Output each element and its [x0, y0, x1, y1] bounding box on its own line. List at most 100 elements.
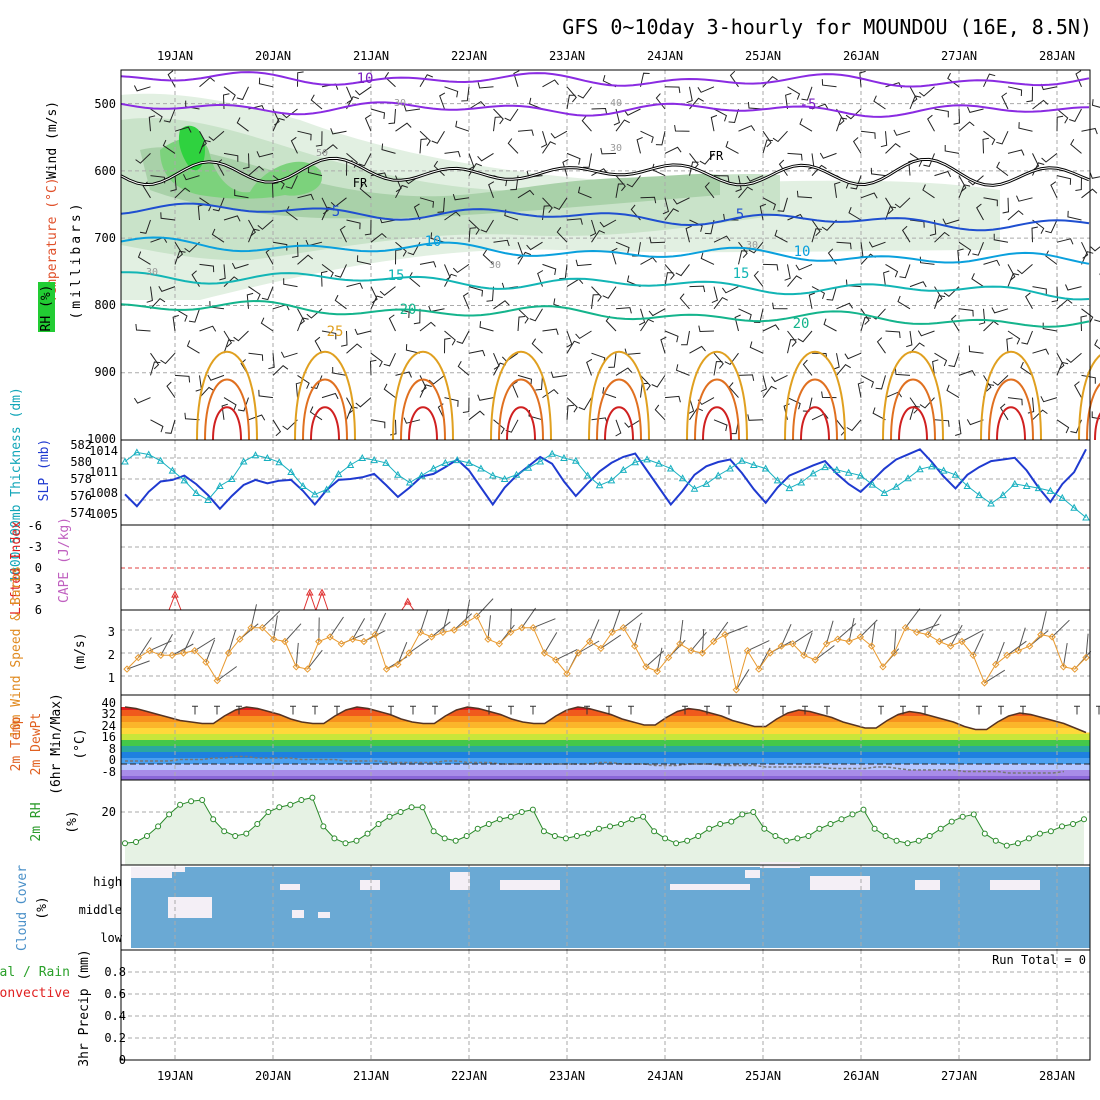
wind10m-barb	[374, 612, 387, 635]
temp-tick: 40	[102, 696, 116, 710]
wind-barb	[468, 153, 475, 171]
wind-barb	[1090, 246, 1100, 252]
wind10m-speed-point	[394, 660, 402, 669]
wind-barb	[738, 374, 755, 381]
wind-barb	[772, 130, 788, 143]
rh2m-point	[155, 823, 162, 830]
wind-barb	[976, 203, 984, 221]
wind10m-barb	[397, 642, 408, 665]
wind10m-barb	[160, 634, 173, 656]
top-date-label: 22JAN	[451, 49, 487, 63]
wind-barb	[1040, 396, 1058, 403]
wind-barb	[248, 165, 265, 176]
wind-barb	[787, 330, 797, 347]
cloud-gap	[810, 876, 870, 890]
rh-shade-50	[121, 118, 780, 261]
wind10m-speed-point	[134, 653, 142, 662]
wind-barb	[517, 316, 526, 332]
wind-barb	[909, 95, 922, 110]
minmax-bar	[900, 705, 906, 715]
rh-axis-label: RH (%)	[39, 285, 54, 332]
temp-band	[121, 728, 1090, 734]
slp-point	[382, 458, 390, 466]
wind-barb	[535, 375, 543, 391]
minmax-bar	[312, 705, 318, 715]
wind-barb	[1094, 319, 1100, 322]
slp-point	[714, 471, 723, 479]
isotherm-label: 5	[332, 204, 340, 220]
wind-barb	[444, 337, 451, 354]
rh-contour-label: 50	[316, 148, 328, 159]
rh-shade-90	[178, 125, 205, 171]
wind10m-speed-point	[811, 656, 819, 664]
cape-axis-label: CAPE (J/kg)	[57, 517, 72, 603]
wind-barb	[821, 219, 837, 231]
wind-barb	[1007, 397, 1023, 406]
minmax-bar	[922, 705, 928, 715]
top-date-label: 23JAN	[549, 49, 585, 63]
wind-barb	[243, 153, 250, 170]
wind-barb	[162, 139, 176, 154]
thickness-tick: 576	[70, 489, 92, 503]
rh2m-point	[904, 840, 911, 847]
wind-barb	[1075, 70, 1082, 87]
wind-barb	[978, 308, 986, 325]
wind10m-speed-point	[709, 637, 718, 646]
wind-barb	[636, 136, 643, 154]
wind-barb	[381, 143, 396, 154]
wind10m-speed-point	[653, 667, 661, 676]
surface-isotherm-arch	[506, 406, 536, 441]
wind-barb	[354, 328, 372, 335]
rh2m-point	[496, 816, 503, 823]
rh2m-point	[441, 835, 448, 842]
slp-point	[655, 459, 663, 467]
li-tick: -6	[28, 519, 42, 533]
surface-isotherm-arch	[890, 378, 936, 441]
wind-barb	[772, 302, 788, 310]
wind-barb	[493, 108, 504, 125]
wind-barb	[713, 296, 728, 310]
wind-barb	[589, 219, 597, 237]
wind10m-barb	[453, 613, 473, 631]
bottom-date-label: 27JAN	[941, 1069, 977, 1083]
wind10m-speed-point	[461, 619, 470, 627]
wind-barb	[870, 167, 886, 177]
slp-point	[227, 474, 236, 482]
pressure-tick: 800	[94, 298, 116, 312]
slp-point	[512, 470, 521, 478]
wind-barb	[787, 152, 803, 161]
wind10m-speed-point	[788, 640, 797, 648]
wind-barb	[885, 197, 894, 215]
wind-barb	[341, 330, 348, 347]
wind-barb	[934, 419, 950, 427]
surface-isotherm-arch	[588, 350, 650, 441]
wind10m-speed-point	[743, 646, 752, 655]
wind10m-barb	[352, 618, 366, 640]
slp-point	[275, 458, 284, 466]
lifted-index-spike	[168, 593, 182, 611]
slp-point	[394, 470, 402, 478]
rh-tick: 20	[102, 805, 116, 819]
minmax-bar	[976, 705, 982, 715]
wind-barb	[364, 114, 372, 132]
wind-barb	[999, 403, 1009, 421]
wind10m-speed-point	[698, 649, 707, 657]
slp-point	[797, 478, 806, 486]
wind10m-speed-point	[292, 663, 300, 671]
rh2m-point	[838, 816, 845, 823]
wind-barb	[1042, 322, 1058, 332]
wind-barb	[354, 86, 372, 96]
wind-barb	[583, 153, 592, 168]
wind-barb	[184, 412, 200, 421]
rh2m-point	[265, 809, 272, 815]
wind-barb	[811, 219, 821, 237]
slp-point	[987, 499, 995, 507]
temp-tick: 8	[109, 742, 116, 756]
top-date-axis: 19JAN 20JAN 21JAN 22JAN 23JAN 24JAN 25JA…	[157, 49, 1075, 63]
wind10m-barb	[713, 621, 729, 642]
wind-barb	[330, 197, 347, 208]
wind-barb	[167, 70, 176, 88]
wind-barb	[493, 300, 510, 310]
wind10m-unit-label: (m/s)	[73, 632, 88, 671]
wind-barb	[517, 308, 529, 324]
